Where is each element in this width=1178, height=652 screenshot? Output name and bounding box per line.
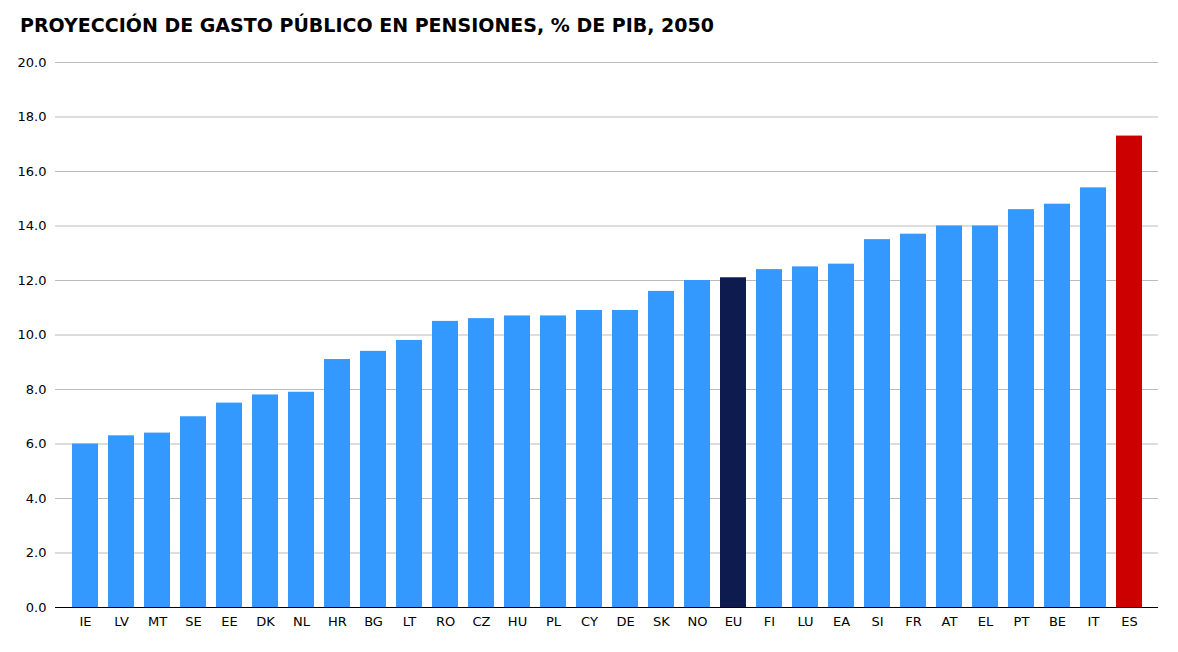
svg-text:10.0: 10.0 xyxy=(18,327,47,342)
svg-text:CY: CY xyxy=(581,614,598,629)
svg-text:4.0: 4.0 xyxy=(26,491,47,506)
svg-text:MT: MT xyxy=(148,614,167,629)
svg-text:16.0: 16.0 xyxy=(18,164,47,179)
svg-text:20.0: 20.0 xyxy=(18,55,47,70)
svg-text:12.0: 12.0 xyxy=(18,273,47,288)
svg-text:2.0: 2.0 xyxy=(26,545,47,560)
svg-text:NL: NL xyxy=(293,614,311,629)
svg-text:EE: EE xyxy=(221,614,237,629)
svg-text:LU: LU xyxy=(797,614,813,629)
svg-text:AT: AT xyxy=(942,614,958,629)
svg-text:EL: EL xyxy=(978,614,994,629)
svg-text:PT: PT xyxy=(1014,614,1030,629)
svg-text:FI: FI xyxy=(764,614,775,629)
svg-text:PL: PL xyxy=(546,614,562,629)
svg-text:14.0: 14.0 xyxy=(18,218,47,233)
svg-text:ES: ES xyxy=(1121,614,1137,629)
svg-text:EU: EU xyxy=(725,614,743,629)
svg-text:18.0: 18.0 xyxy=(18,109,47,124)
svg-text:HR: HR xyxy=(328,614,347,629)
svg-text:HU: HU xyxy=(508,614,527,629)
svg-text:SK: SK xyxy=(653,614,670,629)
svg-text:LV: LV xyxy=(114,614,129,629)
svg-text:BG: BG xyxy=(364,614,383,629)
svg-text:IE: IE xyxy=(79,614,91,629)
svg-text:6.0: 6.0 xyxy=(26,436,47,451)
svg-text:DK: DK xyxy=(256,614,275,629)
svg-text:DE: DE xyxy=(616,614,634,629)
svg-text:SE: SE xyxy=(185,614,201,629)
svg-text:BE: BE xyxy=(1049,614,1066,629)
svg-text:SI: SI xyxy=(871,614,883,629)
svg-text:8.0: 8.0 xyxy=(26,382,47,397)
svg-text:IT: IT xyxy=(1088,614,1100,629)
svg-text:NO: NO xyxy=(688,614,708,629)
svg-text:CZ: CZ xyxy=(473,614,491,629)
svg-text:LT: LT xyxy=(403,614,416,629)
svg-text:0.0: 0.0 xyxy=(26,600,47,615)
svg-text:RO: RO xyxy=(436,614,455,629)
html-text:PROYECCIÓN DE GASTO PÚBLICO EN: PROYECCIÓN DE GASTO PÚBLICO EN PENSIONES… xyxy=(20,14,714,36)
svg-text:EA: EA xyxy=(833,614,850,629)
svg-text:FR: FR xyxy=(905,614,922,629)
